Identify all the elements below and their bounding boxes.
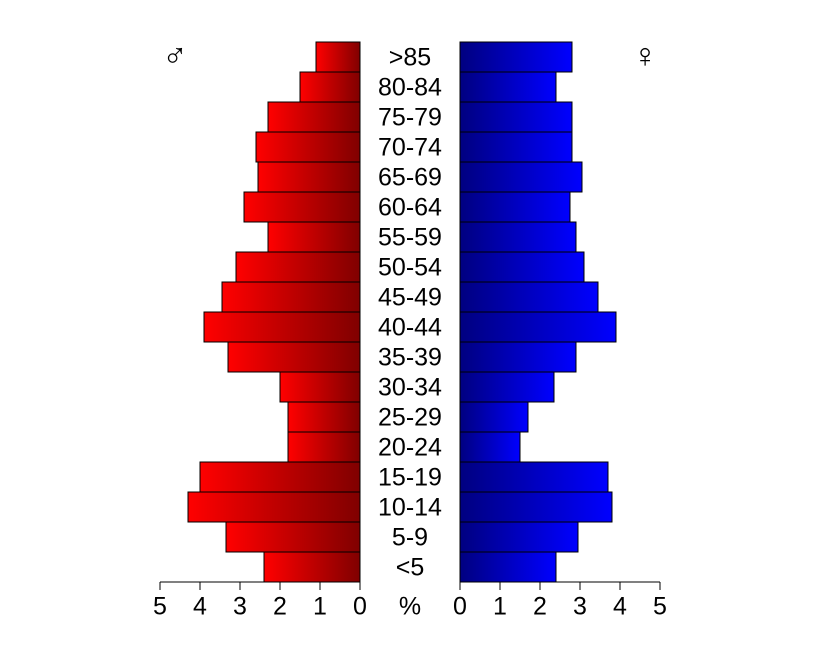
category-label: 65-69 xyxy=(378,164,442,192)
x-axis-label: % xyxy=(399,593,421,621)
category-label: 50-54 xyxy=(378,254,442,282)
bar xyxy=(299,71,361,103)
bar xyxy=(199,461,361,493)
bar xyxy=(459,371,555,403)
bar xyxy=(267,221,361,253)
bar xyxy=(255,131,361,163)
x-tick-label: 4 xyxy=(613,593,627,621)
bar xyxy=(279,371,361,403)
x-tick-label: 0 xyxy=(353,593,367,621)
bar xyxy=(267,101,361,133)
x-tick-label: 4 xyxy=(193,593,207,621)
x-tick-label: 1 xyxy=(313,593,327,621)
bar xyxy=(459,491,613,523)
category-label: 35-39 xyxy=(378,344,442,372)
category-label: 10-14 xyxy=(378,494,442,522)
category-label: 20-24 xyxy=(378,434,442,462)
category-label: 40-44 xyxy=(378,314,442,342)
x-tick-label: 5 xyxy=(153,593,167,621)
x-tick-label: 2 xyxy=(533,593,547,621)
category-label: 70-74 xyxy=(378,134,442,162)
x-tick-label: 3 xyxy=(233,593,247,621)
bar xyxy=(203,311,361,343)
bar xyxy=(459,401,529,433)
category-label: >85 xyxy=(389,44,431,72)
category-label: 30-34 xyxy=(378,374,442,402)
bar xyxy=(221,281,361,313)
bar xyxy=(187,491,361,523)
bar xyxy=(235,251,361,283)
bar xyxy=(459,101,573,133)
bar xyxy=(459,161,583,193)
category-label: 5-9 xyxy=(392,524,428,552)
bar xyxy=(243,191,361,223)
bar xyxy=(459,551,557,583)
category-label: 15-19 xyxy=(378,464,442,492)
bar xyxy=(459,461,609,493)
bar xyxy=(287,431,361,463)
bar xyxy=(257,161,361,193)
bar xyxy=(459,71,557,103)
category-label: 75-79 xyxy=(378,104,442,132)
bar xyxy=(459,521,579,553)
bar xyxy=(287,401,361,433)
bar xyxy=(227,341,361,373)
legend-male: ♂ xyxy=(162,37,188,75)
x-tick-label: 3 xyxy=(573,593,587,621)
bar xyxy=(459,41,573,73)
category-label: 80-84 xyxy=(378,74,442,102)
category-label: 45-49 xyxy=(378,284,442,312)
bar xyxy=(459,251,585,283)
x-tick-label: 2 xyxy=(273,593,287,621)
bar xyxy=(459,281,599,313)
bar xyxy=(459,341,577,373)
legend-female: ♀ xyxy=(632,37,658,75)
bar xyxy=(459,431,521,463)
bar xyxy=(315,41,361,73)
bar xyxy=(459,311,617,343)
x-tick-label: 0 xyxy=(453,593,467,621)
x-tick-label: 5 xyxy=(653,593,667,621)
category-label: 60-64 xyxy=(378,194,442,222)
category-label: 55-59 xyxy=(378,224,442,252)
category-label: <5 xyxy=(396,554,425,582)
bar xyxy=(459,221,577,253)
bar xyxy=(459,131,573,163)
bar xyxy=(225,521,361,553)
bar xyxy=(459,191,571,223)
bar xyxy=(263,551,361,583)
x-tick-label: 1 xyxy=(493,593,507,621)
category-label: 25-29 xyxy=(378,404,442,432)
